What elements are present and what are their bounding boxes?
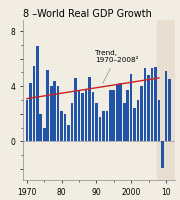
Bar (130, 74, 132, 141)
Bar (71, 103, 73, 141)
Bar (151, 68, 153, 141)
Bar (39, 114, 42, 141)
Bar (53, 81, 56, 141)
Bar (57, 86, 59, 141)
Bar (133, 108, 136, 141)
Bar (126, 90, 129, 141)
Bar (46, 70, 49, 141)
Bar (112, 90, 115, 141)
Bar (144, 68, 146, 141)
Bar (168, 79, 171, 141)
Bar (158, 100, 160, 141)
Bar (105, 111, 108, 141)
Bar (99, 117, 101, 141)
Bar (140, 86, 143, 141)
Bar (50, 86, 53, 141)
Bar (29, 83, 32, 141)
Bar (60, 111, 63, 141)
Bar (157, 20, 175, 180)
Bar (78, 90, 80, 141)
Bar (109, 90, 112, 141)
Bar (116, 85, 119, 141)
Bar (67, 125, 70, 141)
Text: 8 –World Real GDP Growth: 8 –World Real GDP Growth (23, 9, 152, 19)
Bar (154, 67, 157, 141)
Bar (36, 46, 39, 141)
Bar (137, 100, 139, 141)
Bar (95, 103, 98, 141)
Bar (88, 77, 91, 141)
Text: Trend,
1970–2008²: Trend, 1970–2008² (95, 50, 138, 83)
Bar (102, 111, 105, 141)
Bar (74, 78, 77, 141)
Bar (147, 75, 150, 141)
Bar (43, 128, 46, 141)
Bar (92, 92, 94, 141)
Bar (119, 83, 122, 141)
Bar (33, 66, 35, 141)
Bar (85, 90, 87, 141)
Bar (64, 114, 66, 141)
Bar (26, 100, 28, 141)
Bar (161, 141, 164, 168)
Bar (165, 71, 167, 141)
Bar (123, 103, 125, 141)
Bar (81, 93, 84, 141)
